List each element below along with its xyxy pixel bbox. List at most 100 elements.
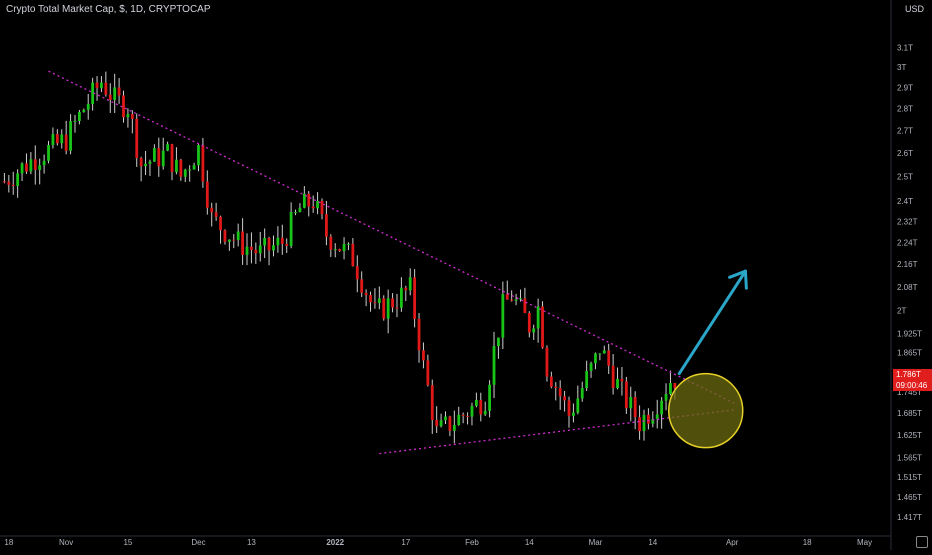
candle-down [638,417,641,432]
last-price-value: 1.786T [896,370,921,379]
candle-down [33,159,37,170]
candle-down [139,158,143,167]
candle-down [95,82,99,89]
candle-up [602,350,606,354]
candle-up [576,398,580,413]
candle-up [272,245,275,251]
time-axis[interactable]: 18 Nov 15 Dec 13 2022 17 Feb 14 Mar 14 Apr 18 May [4,538,872,547]
candle-down [170,144,174,173]
candle-up [492,346,496,385]
candle-up [629,396,633,409]
candle-down [355,266,359,280]
candle-up [580,387,584,399]
candle-up [175,159,178,173]
candle-up [236,231,240,241]
candle-up [69,121,72,151]
x-tick-label: 17 [401,538,410,547]
candle-up [452,425,456,431]
candle-up [514,299,518,301]
x-tick-label: Mar [589,538,603,547]
candle-down [338,249,342,251]
candle-down [254,249,258,254]
candle-down [382,298,386,319]
candle-down [223,230,227,242]
candle-up [585,371,589,388]
settings-icon[interactable] [916,536,928,548]
candle-down [563,396,566,401]
candle-up [532,328,536,333]
candle-up [488,384,492,411]
candle-up [152,148,156,162]
candle-down [633,396,637,418]
candle-down [448,416,452,431]
candle-up [47,145,50,161]
candle-down [214,212,218,217]
y-tick-label: 1.865T [897,348,922,357]
candle-up [38,165,42,170]
candle-up [669,383,672,395]
candle-down [329,236,333,250]
y-tick-label: 2.6T [897,149,913,158]
candle-down [391,298,394,308]
candle-down [369,295,372,303]
candle-up [598,353,602,355]
candle-down [607,350,611,366]
candle-down [673,383,677,389]
y-tick-label: 2.24T [897,238,918,247]
candle-up [664,394,668,401]
candle-up [183,169,187,177]
candle-up [73,120,77,122]
x-tick-label: Apr [726,538,739,547]
candle-down [351,243,355,267]
candle-up [148,161,152,164]
candle-up [82,109,86,112]
candle-down [554,386,558,389]
y-tick-label: 1.745T [897,388,922,397]
price-axis[interactable]: 3.1T 3T 2.9T 2.8T 2.7T 2.6T 2.5T 2.4T 2.32T 2.24T… [897,43,922,522]
currency-label[interactable]: USD [904,4,924,14]
candle-down [285,243,289,246]
y-tick-label: 2.8T [897,105,913,114]
candle-up [42,160,46,166]
candle-down [3,181,6,183]
candles-group [3,71,677,444]
candle-down [201,145,205,182]
candle-down [241,231,244,255]
highlight-circle[interactable] [667,372,744,449]
candle-down [510,299,514,301]
candle-up [316,201,319,209]
y-tick-label: 1.417T [897,513,922,522]
y-tick-label: 1.565T [897,453,922,462]
candle-up [298,207,302,213]
x-tick-label: Feb [465,538,479,547]
candle-up [444,416,447,421]
y-tick-label: 1.685T [897,409,922,418]
candle-down [7,181,11,185]
candle-up [29,159,33,172]
candle-up [161,150,165,167]
candle-down [307,193,311,207]
chart-title: Crypto Total Market Cap, $, 1D, CRYPTOCA… [6,4,211,15]
candle-down [413,277,417,319]
candle-down [135,118,139,159]
candle-down [395,307,399,309]
candle-up [91,82,95,104]
x-tick-label: 15 [123,538,132,547]
candle-up [77,111,81,121]
candle-up [342,243,346,251]
y-tick-label: 3.1T [897,43,913,52]
candle-up [594,353,597,364]
candle-up [501,294,505,338]
candle-up [192,165,196,170]
x-tick-label: 14 [525,538,534,547]
breakout-arrow[interactable] [677,269,747,376]
candle-up [386,298,390,319]
candle-up [660,400,664,415]
candle-up [333,249,337,251]
candle-down [117,87,121,96]
candle-down [541,306,544,348]
x-tick-label: Dec [191,538,205,547]
